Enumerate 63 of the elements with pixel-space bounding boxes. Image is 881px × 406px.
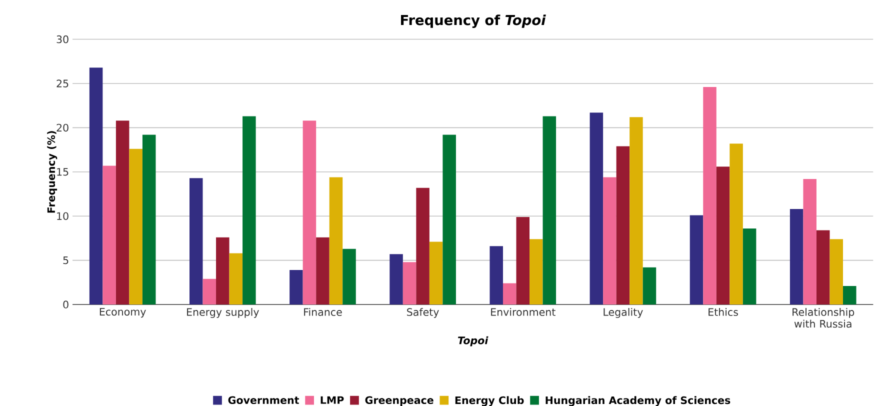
bar bbox=[542, 116, 556, 305]
legend-label: Government bbox=[228, 396, 300, 404]
bar bbox=[703, 87, 716, 305]
bar bbox=[402, 262, 416, 305]
y-tick-label: 25 bbox=[56, 80, 68, 88]
bar bbox=[803, 179, 816, 305]
x-tick-label: Energy supply bbox=[187, 308, 259, 318]
bar bbox=[216, 237, 230, 305]
y-axis-title: Frequency (%) bbox=[47, 131, 58, 213]
bar bbox=[616, 146, 630, 305]
bar bbox=[242, 116, 256, 305]
y-tick-label: 0 bbox=[63, 300, 68, 309]
bar bbox=[502, 283, 516, 305]
bar bbox=[830, 239, 843, 305]
x-tick-label: Ethics bbox=[708, 308, 738, 316]
bar bbox=[116, 120, 130, 305]
bar bbox=[516, 217, 530, 305]
bar bbox=[416, 188, 430, 305]
bar bbox=[316, 237, 330, 305]
bar bbox=[202, 279, 216, 305]
y-tick-label: 15 bbox=[57, 168, 68, 176]
bar bbox=[342, 248, 356, 305]
bar bbox=[590, 112, 604, 305]
bar bbox=[742, 228, 756, 305]
legend-label: Energy Club bbox=[455, 396, 524, 406]
bar bbox=[716, 166, 730, 305]
bar bbox=[790, 209, 804, 305]
x-tick-label: Safety bbox=[407, 308, 439, 318]
y-tick-label: 10 bbox=[57, 212, 68, 220]
bar bbox=[490, 246, 503, 305]
bar bbox=[290, 270, 303, 305]
bar bbox=[129, 149, 142, 305]
x-tick-label: Economy bbox=[100, 308, 146, 318]
bar bbox=[603, 177, 616, 305]
bar bbox=[530, 239, 543, 305]
bar bbox=[390, 254, 403, 305]
y-tick-label: 30 bbox=[56, 36, 68, 44]
bar bbox=[843, 286, 856, 305]
bar bbox=[229, 253, 243, 305]
bar bbox=[630, 117, 643, 305]
chart-title: Frequency of Topoi bbox=[401, 14, 546, 28]
bar bbox=[329, 177, 343, 305]
bar bbox=[690, 215, 704, 305]
y-tick-label: 5 bbox=[63, 256, 68, 264]
x-tick-label: Environment bbox=[491, 308, 556, 316]
x-tick-label: Legality bbox=[604, 308, 643, 318]
bar bbox=[442, 134, 456, 305]
bar bbox=[102, 166, 116, 305]
legend-label: Greenpeace bbox=[365, 396, 434, 406]
bar bbox=[730, 144, 743, 305]
bar bbox=[816, 230, 830, 305]
bar bbox=[190, 178, 203, 305]
legend-label: Hungarian Academy of Sciences bbox=[546, 396, 730, 406]
bar bbox=[142, 134, 156, 305]
bar bbox=[642, 268, 656, 305]
bar bbox=[302, 120, 316, 305]
x-axis-title: Topoi bbox=[458, 336, 488, 346]
x-tick-label: Relationship with Russia bbox=[792, 308, 854, 328]
y-tick-label: 20 bbox=[56, 124, 68, 132]
x-tick-label: Finance bbox=[304, 308, 342, 316]
bar bbox=[429, 242, 443, 305]
legend-label: LMP bbox=[320, 396, 344, 404]
bar bbox=[89, 68, 103, 305]
